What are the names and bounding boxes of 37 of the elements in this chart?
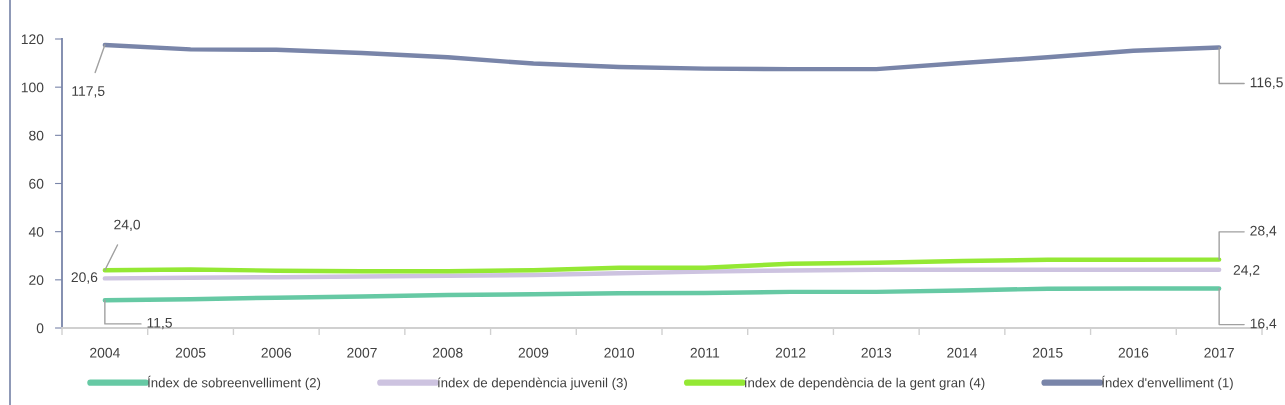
data-label: 117,5 <box>72 86 105 98</box>
y-tick-label: 60 <box>29 178 44 189</box>
data-label: 24,0 <box>114 219 141 232</box>
legend-label: índex de dependència juvenil (3) <box>437 377 627 390</box>
x-tick-label: 2009 <box>518 347 549 358</box>
x-tick-label: 2005 <box>175 347 206 358</box>
legend-label: Índex d'envelliment (1) <box>1102 375 1233 390</box>
x-tick-label: 2017 <box>1204 347 1234 358</box>
x-tick-label: 2015 <box>1032 347 1063 358</box>
y-tick-label: 120 <box>21 34 44 45</box>
y-tick-label: 80 <box>29 130 44 141</box>
x-tick-label: 2011 <box>690 347 720 358</box>
x-tick-label: 2004 <box>90 347 120 358</box>
x-tick-label: 2007 <box>347 347 377 358</box>
data-label: 24,2 <box>1233 265 1260 277</box>
data-label: 20,6 <box>71 272 98 284</box>
line-series <box>102 267 1222 281</box>
y-tick-label: 0 <box>36 323 44 334</box>
x-tick-label: 2010 <box>604 347 635 358</box>
x-tick-label: 2014 <box>947 347 978 358</box>
x-tick-label: 2006 <box>261 347 292 358</box>
x-tick-label: 2013 <box>861 347 892 358</box>
data-label: 16,4 <box>1250 318 1277 330</box>
data-label: 116,5 <box>1250 77 1283 89</box>
y-tick-label: 100 <box>21 82 44 93</box>
y-tick-label: 20 <box>29 275 44 285</box>
x-tick-label: 2008 <box>432 347 463 358</box>
legend-label: índex de dependència de la gent gran (4) <box>744 377 985 390</box>
data-label: 11,5 <box>147 317 172 330</box>
line-series <box>102 257 1222 274</box>
legend-label: Índex de sobreenvelliment (2) <box>148 375 321 390</box>
y-tick-label: 40 <box>28 227 44 237</box>
x-tick-label: 2012 <box>775 347 806 358</box>
line-series <box>102 286 1222 303</box>
data-label: 28,4 <box>1250 225 1277 238</box>
x-tick-label: 2016 <box>1118 347 1149 358</box>
line-series <box>102 42 1222 72</box>
